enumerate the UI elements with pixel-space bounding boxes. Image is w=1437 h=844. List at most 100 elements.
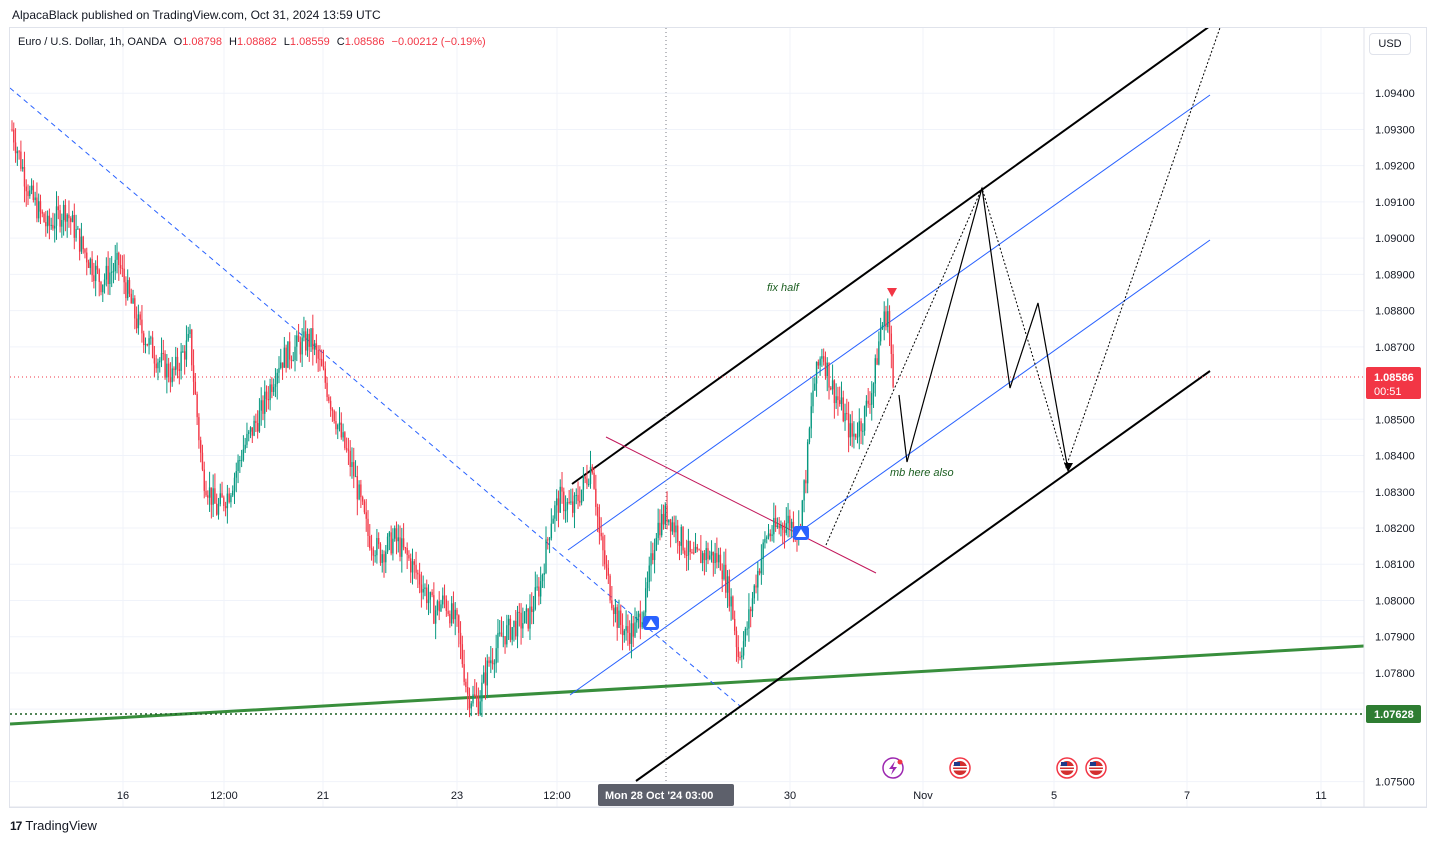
us-flag-event-icon[interactable] [1085, 757, 1107, 779]
candle-body [244, 444, 246, 450]
buy-signal-marker[interactable] [643, 616, 659, 630]
candle-body [205, 490, 207, 496]
candle-body [700, 549, 702, 564]
price-axis[interactable]: 1.09400 1.09300 1.09200 1.09100 1.09000 1.089… [1375, 88, 1415, 788]
candle-body [515, 620, 517, 637]
candle-body [105, 265, 108, 280]
candle-body [262, 400, 264, 414]
sell-signal-marker[interactable] [887, 288, 897, 297]
candle-body [657, 522, 659, 538]
candle-body [34, 197, 36, 200]
candle-body [290, 359, 293, 361]
candle-body [589, 466, 592, 485]
candle-body [742, 641, 745, 656]
candle-body [164, 353, 166, 378]
candle-body [27, 191, 29, 197]
candle-body [297, 335, 300, 342]
candle-body [167, 363, 170, 378]
footer-brand[interactable]: 17 TradingView [10, 818, 97, 833]
candle-body [694, 546, 697, 553]
candle-body [59, 210, 61, 227]
event-flash-icon[interactable] [882, 757, 904, 779]
candle-body [237, 460, 239, 472]
candle-body [810, 406, 812, 429]
candle-body [434, 610, 437, 624]
us-flag-event-icon[interactable] [949, 757, 971, 779]
candle-body [782, 524, 784, 530]
symbol-legend[interactable]: Euro / U.S. Dollar, 1h, OANDA O1.08798 H… [18, 36, 490, 48]
candle-body [846, 413, 848, 415]
candle-body [32, 185, 35, 200]
candle-body [588, 484, 590, 486]
candle-body [874, 358, 876, 384]
candle-body [664, 505, 666, 525]
candle-body [141, 319, 143, 334]
buy-signal-marker[interactable] [793, 526, 809, 540]
y-tick-label: 1.08400 [1375, 451, 1415, 463]
svg-text:1.08586: 1.08586 [1374, 372, 1414, 384]
candle-body [445, 599, 448, 611]
projection-path-dotted[interactable] [825, 22, 1222, 546]
candle-body [415, 564, 417, 573]
candle-body [29, 190, 31, 197]
candle-body [789, 515, 791, 529]
annotation-mb-here-also[interactable]: mb here also [890, 467, 954, 479]
candle-body [169, 377, 172, 383]
candle-body [239, 460, 241, 462]
candle-body [557, 498, 560, 513]
channel-upper-line[interactable] [571, 26, 1210, 485]
candle-body [856, 436, 859, 438]
chart-frame[interactable] [9, 27, 1427, 808]
projection-path-solid[interactable] [898, 187, 1069, 471]
currency-button[interactable]: USD [1369, 33, 1411, 55]
channel-blue-line-2[interactable] [569, 239, 1211, 696]
candle-body [785, 523, 787, 533]
annotation-fix-half[interactable]: fix half [767, 282, 800, 294]
candle-body [328, 397, 330, 401]
red-trendline[interactable] [605, 436, 877, 574]
candle-body [159, 360, 161, 363]
candle-body [386, 536, 389, 552]
x-tick-label: 11 [1315, 790, 1326, 802]
candle-body [151, 337, 154, 358]
candle-body [203, 469, 205, 491]
candle-body [636, 616, 638, 623]
candle-body [733, 618, 736, 631]
green-support-trendline[interactable] [10, 644, 1364, 726]
candle-body [426, 587, 428, 604]
time-axis[interactable]: 16 12:00 21 23 12:00 30 Nov 5 7 11 [117, 790, 1327, 802]
candle-body [459, 632, 462, 645]
y-tick-label: 1.09400 [1375, 88, 1415, 100]
candle-body [276, 372, 278, 385]
candle-body [741, 655, 743, 658]
candle-body [353, 462, 355, 477]
candle-body [70, 218, 72, 222]
y-tick-label: 1.09000 [1375, 233, 1415, 245]
projection-arrowhead [1064, 463, 1073, 472]
candle-body [337, 424, 339, 430]
candle-body [620, 610, 622, 625]
candle-body [408, 554, 410, 559]
candle-body [655, 537, 658, 550]
candle-body [303, 331, 305, 338]
us-flag-event-icon[interactable] [1056, 757, 1078, 779]
candle-body [486, 660, 488, 686]
y-tick-label: 1.09100 [1375, 197, 1415, 209]
channel-lower-line[interactable] [635, 370, 1211, 782]
candle-body [596, 506, 599, 517]
candle-body [726, 576, 729, 593]
candle-body [773, 517, 775, 535]
candle-body [278, 367, 280, 373]
candle-body [107, 265, 109, 285]
blue-dashed-trendline[interactable] [10, 87, 741, 707]
candle-body [438, 601, 440, 612]
candle-body [862, 430, 864, 432]
candlestick-series [11, 120, 894, 718]
candle-body [155, 363, 157, 369]
candle-body [869, 403, 871, 405]
candle-body [212, 488, 214, 505]
candle-body [559, 486, 561, 513]
candle-body [755, 585, 757, 588]
candle-body [128, 280, 131, 294]
